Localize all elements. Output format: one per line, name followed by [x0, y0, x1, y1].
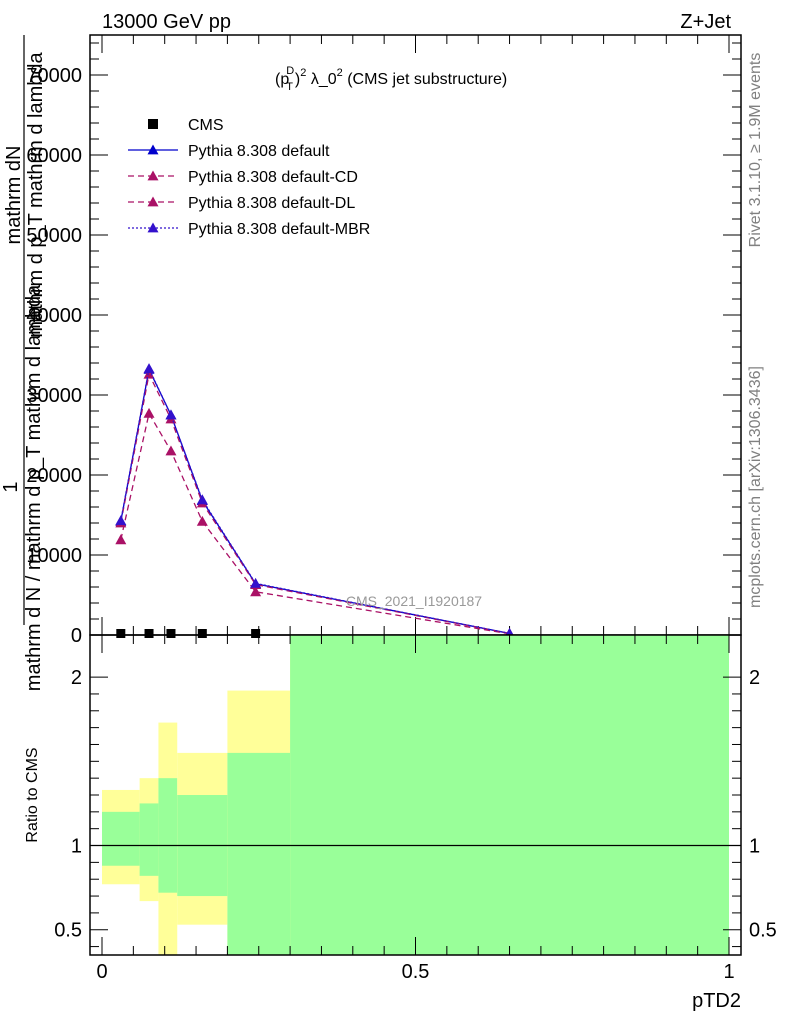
- legend-marker: [147, 196, 159, 207]
- mcplots-label: mcplots.cern.ch [arXiv:1306.3436]: [747, 366, 764, 608]
- ratio-plot-frame: [89, 634, 742, 956]
- analysis-watermark: CMS_2021_I1920187: [346, 593, 482, 609]
- ratio-y-tick-label-left: 2: [71, 667, 82, 689]
- stat-uncertainty-band: [290, 635, 729, 955]
- data-point-marker: [166, 629, 176, 638]
- main-y-tick-label: 60000: [26, 145, 82, 167]
- y-label-denominator: mathrm d p_T mathrm d lambda: [25, 51, 47, 337]
- x-tick-label: 0.5: [402, 961, 430, 983]
- main-plot-panel: 0 10000 20000 30000 40000 50000 60000 70000 CMS…: [0, 34, 742, 691]
- data-point-marker: [197, 629, 207, 638]
- main-y-tick-label: 0: [71, 625, 82, 647]
- main-y-tick-label: 20000: [26, 465, 82, 487]
- energy-label: 13000 GeV pp: [102, 11, 231, 33]
- main-y-tick-label: 10000: [26, 545, 82, 567]
- main-y-tick-label: 50000: [26, 225, 82, 247]
- main-y-tick-label: 40000: [26, 305, 82, 327]
- mc-point-marker: [250, 577, 262, 588]
- data-point-marker: [251, 629, 261, 638]
- legend-marker: [147, 144, 159, 155]
- stat-uncertainty-band: [139, 803, 159, 876]
- legend-marker: [147, 170, 159, 181]
- series-line: [120, 372, 510, 635]
- legend-label: Pythia 8.308 default-DL: [188, 195, 355, 212]
- ratio-axis-ticks: 0.5 0.5 1 1 2 2 0 0.5 1: [54, 635, 777, 983]
- mc-point-marker: [143, 407, 155, 418]
- ratio-y-tick-label-left: 1: [71, 836, 82, 858]
- plot-title: (pD T)2 λ_02 (CMS jet substructure): [275, 65, 507, 93]
- rivet-version-label: Rivet 3.1.10, ≥ 1.9M events: [747, 53, 764, 248]
- ratio-y-axis-label: Ratio to CMS: [24, 747, 41, 842]
- legend-marker: [147, 222, 159, 233]
- ratio-y-tick-label-right: 2: [749, 667, 760, 689]
- y-label-one: 1: [0, 481, 22, 492]
- ratio-y-tick-label-right: 0.5: [749, 920, 777, 942]
- stat-uncertainty-band: [227, 752, 291, 955]
- x-tick-label: 1: [723, 961, 734, 983]
- data-point-marker: [116, 629, 126, 638]
- stat-uncertainty-band: [158, 778, 178, 893]
- main-y-tick-label: 30000: [26, 385, 82, 407]
- mc-point-marker: [115, 534, 127, 545]
- mc-point-marker: [115, 515, 127, 525]
- data-point-marker: [144, 629, 154, 638]
- legend-label: Pythia 8.308 default-MBR: [188, 221, 370, 238]
- x-axis-label: pTD2: [692, 990, 741, 1012]
- legend-label: Pythia 8.308 default: [188, 143, 330, 160]
- mc-point-marker: [165, 409, 177, 420]
- y-label-numerator: mathrm dN: [3, 146, 25, 245]
- legend-label: Pythia 8.308 default-CD: [188, 169, 358, 186]
- ratio-y-tick-label-left: 0.5: [54, 920, 82, 942]
- legend-label: CMS: [188, 117, 224, 134]
- series-line: [120, 366, 510, 635]
- series-line: [120, 411, 510, 635]
- process-label: Z+Jet: [680, 11, 731, 33]
- mc-point-marker: [196, 515, 208, 526]
- mc-point-marker: [196, 494, 208, 505]
- mc-point-marker: [143, 363, 155, 373]
- main-y-axis-label: 1 mathrm dN mathrm d p_T mathrm d lambda…: [0, 35, 47, 691]
- main-axis-ticks: 0 10000 20000 30000 40000 50000 60000 70000: [26, 35, 741, 647]
- stat-uncertainty-band: [102, 811, 140, 866]
- mc-point-marker: [143, 368, 155, 379]
- ratio-uncertainty-bands: [102, 635, 729, 955]
- mc-point-marker: [165, 445, 177, 456]
- legend: CMS Pythia 8.308 default Pythia 8.308 defa…: [128, 117, 370, 238]
- ratio-plot-panel: 0.5 0.5 1 1 2 2 0 0.5 1 Ratio to CMS pTD2: [24, 634, 777, 1012]
- main-y-tick-label: 70000: [26, 65, 82, 87]
- ratio-y-tick-label-right: 1: [749, 836, 760, 858]
- legend-marker: [148, 119, 158, 129]
- mc-point-marker: [250, 586, 262, 597]
- y-label-derivative: mathrm d N / mathrm d p_T mathrm d lambd…: [23, 284, 45, 691]
- x-tick-label: 0: [96, 961, 107, 983]
